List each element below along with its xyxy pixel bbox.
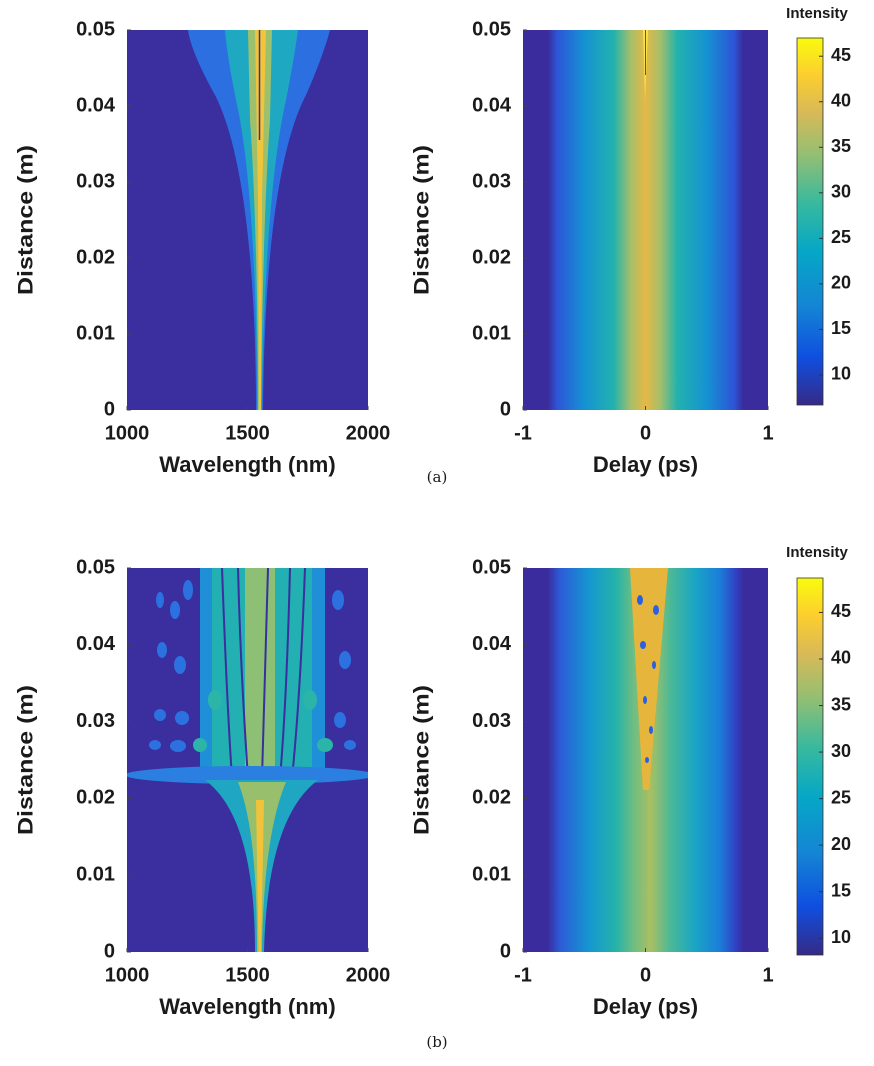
y-tick-label: 0 xyxy=(104,398,115,420)
y-tick-label: 0.01 xyxy=(472,322,511,344)
y-tick-label: 0.03 xyxy=(472,710,511,732)
colorbar-tick-label: 20 xyxy=(831,273,851,293)
y-axis-label: Distance (m) xyxy=(411,145,434,295)
heatmap-image xyxy=(523,568,768,952)
x-tick-label: 1500 xyxy=(225,964,270,986)
y-tick-label: 0.04 xyxy=(472,633,512,655)
y-tick-label: 0.03 xyxy=(472,170,511,192)
colorbar-tick-label: 15 xyxy=(831,880,851,900)
y-tick-label: 0.01 xyxy=(76,322,115,344)
y-tick-label: 0.04 xyxy=(472,94,512,116)
colorbar xyxy=(796,577,824,956)
x-tick-label: 1000 xyxy=(105,422,150,444)
y-tick-label: 0.04 xyxy=(76,633,116,655)
x-axis-label: Delay (ps) xyxy=(593,994,698,1019)
colorbar-title: Intensity xyxy=(786,544,848,561)
y-axis-label: Distance (m) xyxy=(411,685,434,835)
x-tick-label: 0 xyxy=(640,964,651,986)
x-tick-label: -1 xyxy=(514,964,532,986)
y-tick-label: 0 xyxy=(500,940,511,962)
y-axis-label: Distance (m) xyxy=(15,685,38,835)
colorbar-tick-label: 25 xyxy=(831,787,851,807)
x-tick-label: 2000 xyxy=(346,422,391,444)
y-tick-label: 0.01 xyxy=(472,863,511,885)
y-tick-label: 0.03 xyxy=(76,170,115,192)
y-tick-label: 0.05 xyxy=(472,556,511,578)
x-tick-label: 1500 xyxy=(225,422,270,444)
y-tick-label: 0 xyxy=(104,940,115,962)
x-axis-label: Wavelength (nm) xyxy=(159,994,335,1019)
colorbar-tick-label: 30 xyxy=(831,182,851,202)
y-tick-label: 0.05 xyxy=(472,18,511,40)
x-tick-label: 2000 xyxy=(346,964,391,986)
colorbar-tick-label: 35 xyxy=(831,694,851,714)
y-tick-label: 0.01 xyxy=(76,863,115,885)
y-tick-label: 0.02 xyxy=(472,246,511,268)
colorbar-tick-label: 40 xyxy=(831,90,851,110)
x-tick-label: 0 xyxy=(640,422,651,444)
y-tick-label: 0.05 xyxy=(76,556,115,578)
x-axis-label: Wavelength (nm) xyxy=(159,452,335,477)
colorbar-tick-label: 45 xyxy=(831,45,851,65)
colorbar-tick-label: 10 xyxy=(831,927,851,947)
heatmap-image xyxy=(127,568,368,952)
x-tick-label: -1 xyxy=(514,422,532,444)
caption: (b) xyxy=(426,1033,447,1051)
colorbar-tick-label: 30 xyxy=(831,741,851,761)
x-axis-label: Delay (ps) xyxy=(593,452,698,477)
y-tick-label: 0.05 xyxy=(76,18,115,40)
colorbar-tick-label: 20 xyxy=(831,834,851,854)
y-tick-label: 0.02 xyxy=(76,246,115,268)
colorbar-tick-label: 15 xyxy=(831,318,851,338)
x-tick-label: 1 xyxy=(762,964,773,986)
y-tick-label: 0.03 xyxy=(76,710,115,732)
colorbar-tick-label: 35 xyxy=(831,136,851,156)
y-tick-label: 0.04 xyxy=(76,94,116,116)
colorbar xyxy=(796,37,824,406)
colorbar-tick-label: 25 xyxy=(831,227,851,247)
caption: (a) xyxy=(427,468,448,486)
heatmap-image xyxy=(127,30,368,410)
x-tick-label: 1000 xyxy=(105,964,150,986)
y-tick-label: 0 xyxy=(500,398,511,420)
x-tick-label: 1 xyxy=(762,422,773,444)
heatmap-image xyxy=(523,30,768,410)
y-axis-label: Distance (m) xyxy=(15,145,38,295)
colorbar-title: Intensity xyxy=(786,5,848,22)
y-tick-label: 0.02 xyxy=(76,787,115,809)
colorbar-tick-label: 40 xyxy=(831,648,851,668)
y-tick-label: 0.02 xyxy=(472,787,511,809)
colorbar-tick-label: 45 xyxy=(831,601,851,621)
colorbar-tick-label: 10 xyxy=(831,364,851,384)
